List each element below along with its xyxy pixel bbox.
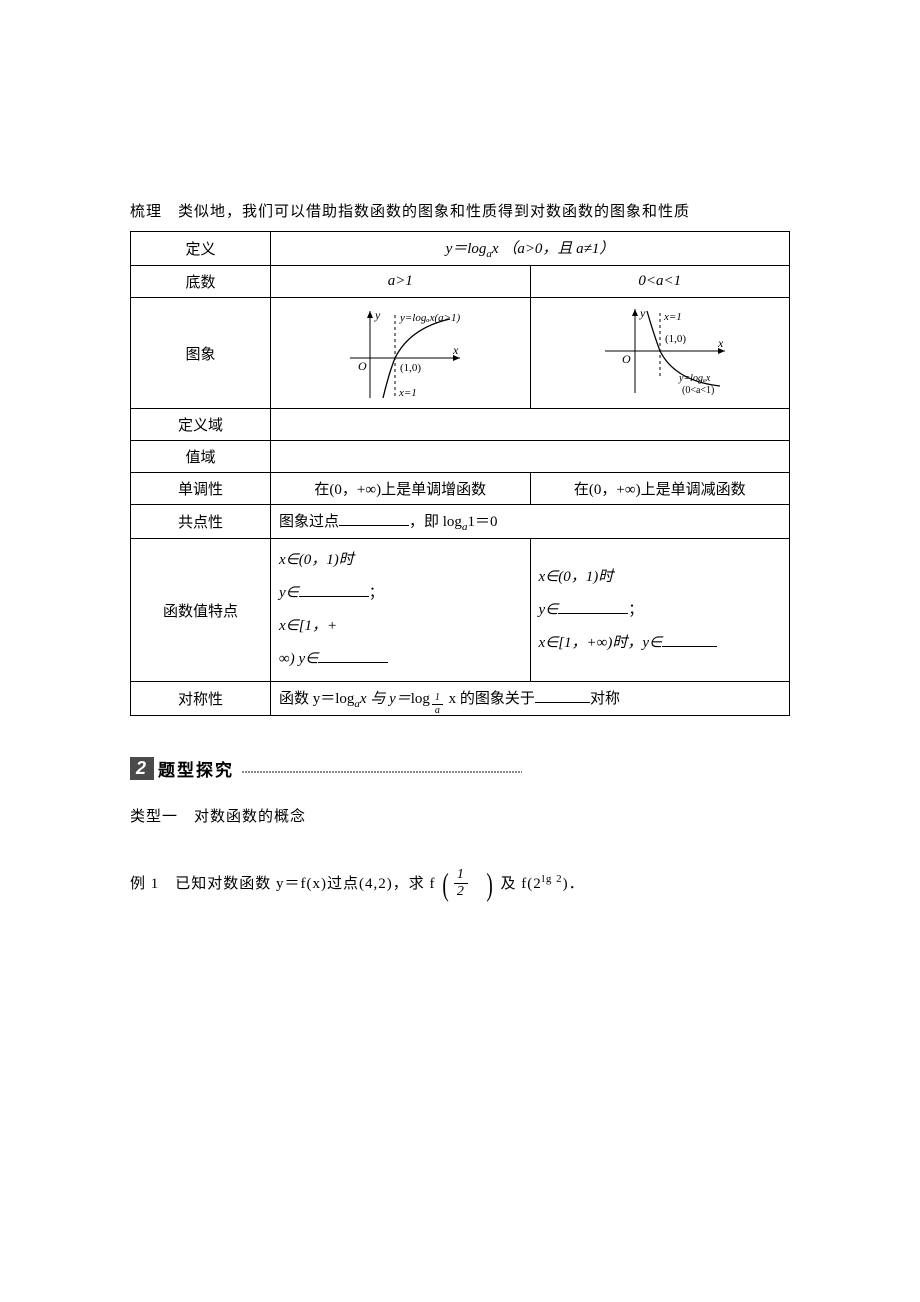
- def-label: 定义: [131, 232, 271, 266]
- mono-label: 单调性: [131, 473, 271, 505]
- svg-text:(1,0): (1,0): [665, 333, 686, 345]
- log-graph-increasing: y y=logₐx(a>1) O (1,0) x x=1: [315, 303, 485, 403]
- common-blank: [339, 512, 409, 527]
- fval-left: x∈(0，1)时 y∈； x∈[1，+ ∞) y∈: [271, 539, 531, 682]
- mono-dec: 在(0，+∞)上是单调减函数: [530, 473, 790, 505]
- sym-value: 函数 y＝logax 与 y＝log1a x 的图象关于对称: [271, 682, 790, 716]
- row-graph: 图象 y y=logₐx(a>1) O (1,0) x x=1: [131, 298, 790, 409]
- rparen-icon: ): [486, 854, 493, 915]
- svg-text:O: O: [358, 359, 367, 373]
- def-value: y＝logax （a>0，且 a≠1）: [271, 232, 790, 266]
- svg-text:x=1: x=1: [663, 311, 682, 323]
- lparen-icon: (: [443, 854, 450, 915]
- common-suf-a: ，即 log: [409, 514, 462, 530]
- svg-text:y=logₐx(a>1): y=logₐx(a>1): [399, 312, 461, 324]
- log-properties-table: 定义 y＝logax （a>0，且 a≠1） 底数 a>1 0<a<1 图象 y: [130, 231, 790, 716]
- base-gt1: a>1: [271, 266, 531, 298]
- range-value: [271, 441, 790, 473]
- svg-text:O: O: [622, 352, 631, 366]
- row-monotone: 单调性 在(0，+∞)上是单调增函数 在(0，+∞)上是单调减函数: [131, 473, 790, 505]
- range-label: 值域: [131, 441, 271, 473]
- svg-text:(0<a<1): (0<a<1): [682, 385, 714, 396]
- graph-a-gt-1: y y=logₐx(a>1) O (1,0) x x=1: [271, 298, 531, 409]
- ex1-fraction: 12: [454, 868, 468, 899]
- row-base: 底数 a>1 0<a<1: [131, 266, 790, 298]
- svg-text:y=logₐx: y=logₐx: [678, 373, 711, 384]
- ex1-mid: 及 f(2: [501, 875, 542, 891]
- intro-text: 梳理 类似地，我们可以借助指数函数的图象和性质得到对数函数的图象和性质: [130, 200, 790, 221]
- svg-text:y: y: [639, 306, 646, 320]
- svg-text:x: x: [452, 343, 459, 357]
- section-title: 题型探究: [158, 756, 234, 781]
- common-suf-b: 1＝0: [467, 514, 497, 530]
- type1-heading: 类型一 对数函数的概念: [130, 803, 790, 832]
- domain-label: 定义域: [131, 409, 271, 441]
- log-graph-decreasing: y x=1 (1,0) O x y=logₐx (0<a<1): [575, 303, 745, 403]
- ex1-prefix: 例 1 已知对数函数 y＝f(x)过点(4,2)，求 f: [130, 875, 435, 891]
- fval-label: 函数值特点: [131, 539, 271, 682]
- row-domain: 定义域: [131, 409, 790, 441]
- sym-label: 对称性: [131, 682, 271, 716]
- graph-a-lt-1: y x=1 (1,0) O x y=logₐx (0<a<1): [530, 298, 790, 409]
- common-label: 共点性: [131, 505, 271, 539]
- example-1: 例 1 已知对数函数 y＝f(x)过点(4,2)，求 f (12 ) 及 f(2…: [130, 854, 790, 915]
- section-rule: [242, 771, 522, 773]
- fval-right: x∈(0，1)时 y∈； x∈[1，+∞)时，y∈: [530, 539, 790, 682]
- svg-text:x: x: [717, 336, 724, 350]
- row-common-point: 共点性 图象过点，即 loga1＝0: [131, 505, 790, 539]
- ex1-suffix: )．: [563, 875, 585, 891]
- page: 梳理 类似地，我们可以借助指数函数的图象和性质得到对数函数的图象和性质 定义 y…: [0, 0, 920, 1302]
- section-heading: 2 题型探究: [130, 756, 790, 781]
- def-rest: x （a>0，且 a≠1）: [492, 241, 615, 257]
- common-prefix: 图象过点: [279, 514, 339, 530]
- ex1-exp: lg 2: [542, 872, 563, 884]
- row-symmetry: 对称性 函数 y＝logax 与 y＝log1a x 的图象关于对称: [131, 682, 790, 716]
- row-function-values: 函数值特点 x∈(0，1)时 y∈； x∈[1，+ ∞) y∈ x∈(0，1)时…: [131, 539, 790, 682]
- svg-text:y: y: [374, 308, 381, 322]
- svg-text:(1,0): (1,0): [400, 362, 421, 374]
- base-label: 底数: [131, 266, 271, 298]
- row-range: 值域: [131, 441, 790, 473]
- def-y: y＝log: [446, 241, 487, 257]
- domain-value: [271, 409, 790, 441]
- section-badge: 2: [130, 757, 154, 780]
- row-definition: 定义 y＝logax （a>0，且 a≠1）: [131, 232, 790, 266]
- graph-label: 图象: [131, 298, 271, 409]
- common-value: 图象过点，即 loga1＝0: [271, 505, 790, 539]
- svg-text:x=1: x=1: [398, 387, 417, 399]
- base-lt1: 0<a<1: [530, 266, 790, 298]
- mono-inc: 在(0，+∞)上是单调增函数: [271, 473, 531, 505]
